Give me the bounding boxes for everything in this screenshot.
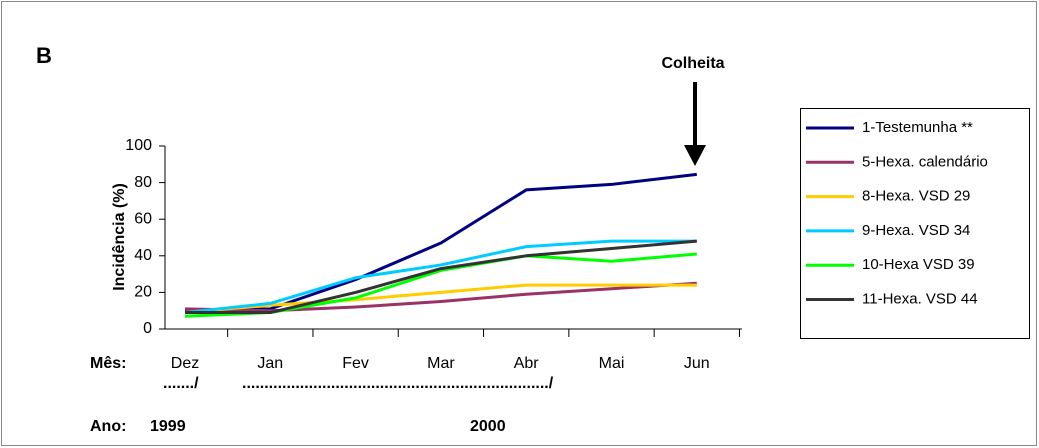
y-axis-label: Incidência (%) xyxy=(111,183,128,291)
x-tick-label: Jan xyxy=(257,355,283,372)
series-line xyxy=(184,172,697,313)
arrow-head xyxy=(684,145,706,166)
x-tick-label: Mai xyxy=(599,355,625,372)
x-axis-label: Mês: xyxy=(90,355,126,372)
year-separator: ......./ xyxy=(163,375,199,392)
y-tick-label: 60 xyxy=(134,210,152,227)
annotation: Colheita xyxy=(661,55,724,72)
x-tick-label: Mar xyxy=(427,355,455,372)
legend-label: 5-Hexa. calendário xyxy=(862,153,988,170)
year: 1999 xyxy=(150,418,186,435)
legend-label: 1-Testemunha ** xyxy=(862,119,973,136)
y-tick-label: 0 xyxy=(143,320,152,337)
panel-label: B xyxy=(36,43,52,68)
y-tick-label: 20 xyxy=(134,284,152,301)
year-label: Ano: xyxy=(90,418,126,435)
legend-label: 10-Hexa VSD 39 xyxy=(862,256,975,273)
series-line xyxy=(185,239,697,315)
x-tick-label: Jun xyxy=(684,355,710,372)
legend-label: 11-Hexa. VSD 44 xyxy=(862,290,978,307)
series-line xyxy=(184,239,697,315)
x-tick-label: Abr xyxy=(514,355,540,372)
x-tick-label: Dez xyxy=(171,355,199,372)
y-tick-label: 80 xyxy=(134,174,152,191)
legend-label: 8-Hexa. VSD 29 xyxy=(862,188,970,205)
legend-label: 9-Hexa. VSD 34 xyxy=(862,222,970,239)
series-line xyxy=(184,283,697,315)
year-separator: ........................................… xyxy=(242,375,554,392)
x-tick-label: Fev xyxy=(342,355,369,372)
y-tick-label: 40 xyxy=(134,247,152,264)
series-line xyxy=(184,281,697,313)
year: 2000 xyxy=(470,418,506,435)
y-tick-label: 100 xyxy=(125,137,152,154)
